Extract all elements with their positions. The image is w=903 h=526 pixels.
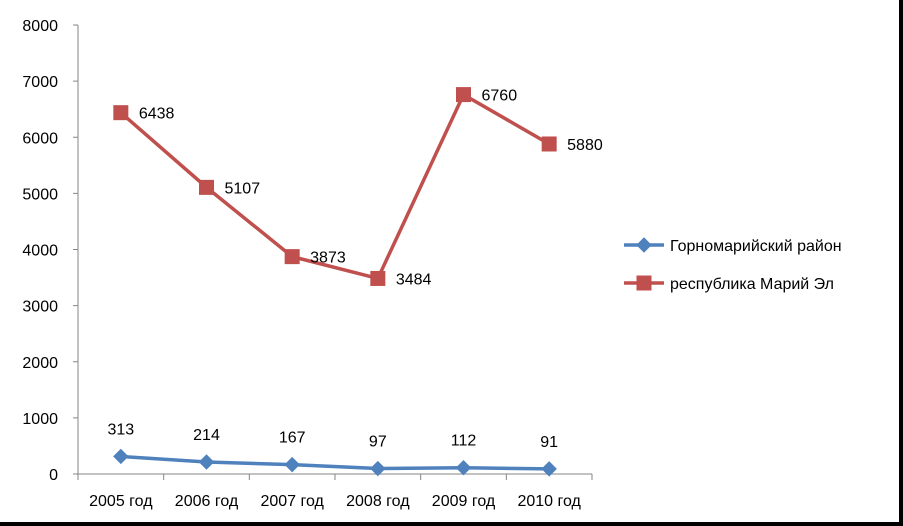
y-tick-label: 5000 (22, 186, 58, 203)
data-label-2: 6438 (139, 106, 175, 123)
data-point-2 (370, 270, 386, 286)
data-point-1 (113, 448, 129, 465)
data-label-2: 3484 (396, 271, 432, 288)
x-tick-label: 2009 год (432, 493, 496, 510)
data-point-2 (284, 249, 300, 265)
data-label-2: 5107 (225, 180, 261, 197)
x-tick-label: 2005 год (89, 493, 153, 510)
data-point-1 (284, 456, 300, 473)
data-label-1: 97 (369, 434, 387, 451)
data-point-2 (113, 105, 129, 121)
data-label-2: 6760 (482, 88, 518, 105)
x-tick-label: 2007 год (260, 493, 324, 510)
data-label-1: 214 (193, 427, 220, 444)
data-label-1: 112 (451, 433, 477, 450)
y-tick-label: 2000 (22, 355, 58, 372)
legend: Горномарийский район республика Марий Эл (624, 237, 842, 293)
series-line-2 (119, 92, 551, 281)
data-label-2: 3873 (310, 250, 346, 267)
data-labels: 313 214 167 97 112 91 6438 5107 3873 3484 6760 5880 (107, 88, 602, 451)
series-layer (113, 87, 557, 477)
y-tick-label: 8000 (22, 18, 58, 35)
legend-swatch-marker (636, 275, 652, 291)
x-tick-label: 2008 год (346, 493, 410, 510)
data-label-1: 167 (279, 430, 306, 447)
data-point-2 (456, 87, 471, 103)
data-label-1: 91 (540, 434, 558, 451)
legend-label: республика Марий Эл (670, 276, 834, 293)
y-tick-label: 0 (49, 467, 58, 484)
y-tick-label: 6000 (22, 130, 58, 147)
y-tick-label: 1000 (22, 411, 58, 428)
data-label-1: 313 (107, 421, 134, 438)
data-point-1 (541, 461, 557, 477)
x-tick-label: 2006 год (175, 493, 239, 510)
y-tick-label: 4000 (22, 243, 58, 260)
data-point-2 (541, 136, 557, 152)
data-label-2: 5880 (567, 137, 603, 154)
legend-label: Горномарийский район (670, 238, 842, 255)
x-tick-label: 2010 год (517, 493, 581, 510)
data-point-1 (370, 460, 386, 477)
data-point-2 (199, 179, 214, 195)
data-point-1 (455, 460, 472, 476)
y-tick-label: 7000 (22, 74, 58, 91)
y-tick-label: 3000 (22, 299, 58, 316)
legend-swatch-marker (636, 237, 652, 253)
data-point-1 (198, 454, 215, 470)
axes: 0 1000 2000 3000 4000 5000 6000 7000 8000 2005 го… (22, 18, 593, 510)
series-line-1 (120, 454, 550, 471)
